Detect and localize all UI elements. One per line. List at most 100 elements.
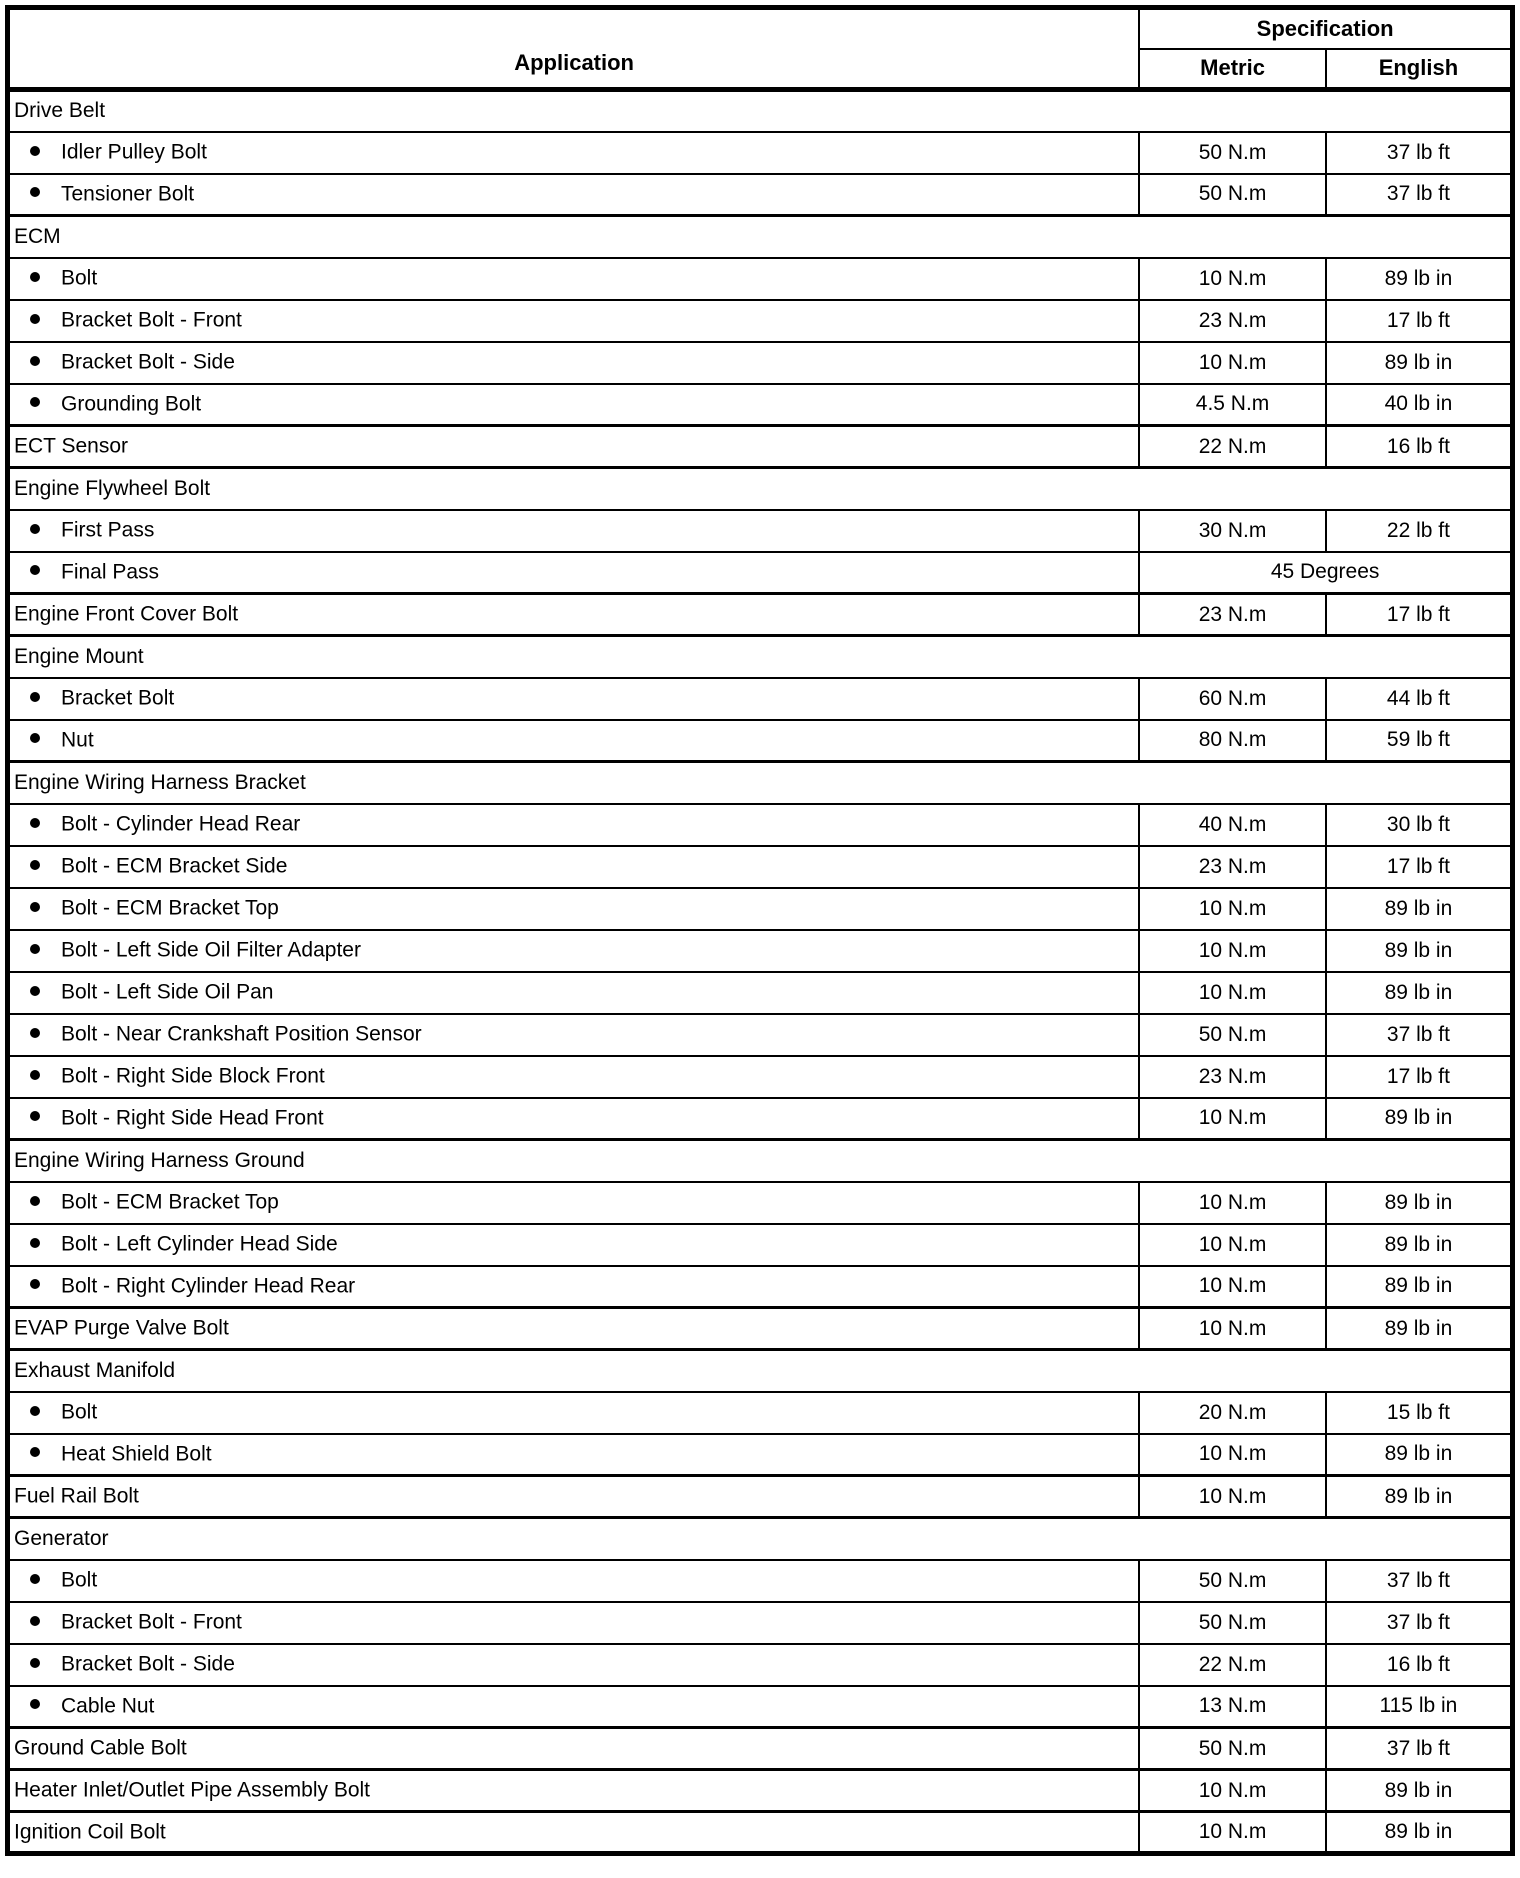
table-row: Bolt - Right Side Head Front 10 N.m 89 lb … [6,1096,1514,1141]
table-row: Bolt - Right Cylinder Head Rear 10 N.m 89 … [6,1264,1514,1309]
metric-value: 50 N.m [1138,1558,1327,1603]
application-label: Bolt - ECM Bracket Side [61,854,288,878]
application-label: ECT Sensor [14,434,128,458]
application-cell: Ground Cable Bolt [6,1726,1141,1771]
spec-table-body: Drive Belt Idler Pulley Bolt 50 N.m 37 lb f… [6,88,1514,1855]
bullet-icon [30,187,40,198]
application-label: Bolt [61,1568,98,1592]
english-value: 89 lb in [1324,1096,1514,1141]
bullet-icon [30,985,40,996]
table-row: Bolt - ECM Bracket Top 10 N.m 89 lb in [6,1180,1514,1225]
application-cell: Final Pass [6,550,1141,595]
english-value: 37 lb ft [1324,172,1514,217]
english-value: 30 lb ft [1324,802,1514,847]
metric-value: 23 N.m [1138,844,1327,889]
english-value: 115 lb in [1324,1684,1514,1729]
application-label: Bolt - Right Cylinder Head Rear [61,1274,356,1298]
english-value: 89 lb in [1324,886,1514,931]
application-label: Bracket Bolt - Front [61,1610,242,1634]
application-label: Bolt - Right Side Head Front [61,1106,324,1130]
english-value: 15 lb ft [1324,1390,1514,1435]
application-cell: Nut [6,718,1141,763]
metric-value: 10 N.m [1138,1810,1327,1855]
table-row: Bracket Bolt - Side 10 N.m 89 lb in [6,340,1514,385]
metric-value: 10 N.m [1138,970,1327,1015]
application-label: Cable Nut [61,1694,155,1718]
section-row: Engine Mount [6,634,1514,679]
table-row: Bolt - Cylinder Head Rear 40 N.m 30 lb ft [6,802,1514,847]
table-row: Bolt - ECM Bracket Top 10 N.m 89 lb in [6,886,1514,931]
application-label: Idler Pulley Bolt [61,140,207,164]
table-row: Bolt - ECM Bracket Side 23 N.m 17 lb ft [6,844,1514,889]
bullet-icon [30,313,40,324]
english-value: 89 lb in [1324,1810,1514,1855]
metric-value: 10 N.m [1138,1264,1327,1309]
bullet-icon [30,1447,40,1458]
table-row: Bolt 50 N.m 37 lb ft [6,1558,1514,1603]
table-row: Bolt - Left Side Oil Filter Adapter 10 N.… [6,928,1514,973]
bullet-icon [30,817,40,828]
metric-value: 30 N.m [1138,508,1327,553]
application-cell: ECT Sensor [6,424,1141,469]
english-column-header: English [1324,47,1514,92]
section-label: Drive Belt [6,88,1514,133]
application-cell: Bracket Bolt [6,676,1141,721]
metric-value: 10 N.m [1138,1306,1327,1351]
metric-value: 10 N.m [1138,886,1327,931]
table-row: Final Pass 45 Degrees [6,550,1514,595]
application-cell: Ignition Coil Bolt [6,1810,1141,1855]
table-row: Heat Shield Bolt 10 N.m 89 lb in [6,1432,1514,1477]
table-row: Bracket Bolt - Front 50 N.m 37 lb ft [6,1600,1514,1645]
english-value: 89 lb in [1324,1222,1514,1267]
application-label: Bolt - Left Side Oil Filter Adapter [61,938,361,962]
metric-value: 23 N.m [1138,298,1327,343]
section-label: Engine Wiring Harness Ground [6,1138,1514,1183]
metric-value: 20 N.m [1138,1390,1327,1435]
metric-value: 22 N.m [1138,1642,1327,1687]
section-row: Engine Wiring Harness Bracket [6,760,1514,805]
application-cell: Bolt - Right Side Block Front [6,1054,1141,1099]
metric-value: 50 N.m [1138,1600,1327,1645]
table-row: Bolt 20 N.m 15 lb ft [6,1390,1514,1435]
metric-column-header: Metric [1138,47,1327,92]
metric-value: 10 N.m [1138,928,1327,973]
application-label: Bolt - Cylinder Head Rear [61,812,301,836]
section-row: Engine Flywheel Bolt [6,466,1514,511]
english-value: 17 lb ft [1324,844,1514,889]
english-value: 89 lb in [1324,340,1514,385]
application-cell: Bolt - ECM Bracket Side [6,844,1141,889]
bullet-icon [30,397,40,408]
application-cell: Fuel Rail Bolt [6,1474,1141,1519]
application-cell: Bolt - ECM Bracket Top [6,886,1141,931]
table-row: Bracket Bolt - Front 23 N.m 17 lb ft [6,298,1514,343]
section-row: Generator [6,1516,1514,1561]
table-row: Nut 80 N.m 59 lb ft [6,718,1514,763]
bullet-icon [30,1615,40,1626]
table-row: ECT Sensor 22 N.m 16 lb ft [6,424,1514,469]
application-cell: Bolt - Right Cylinder Head Rear [6,1264,1141,1309]
metric-value: 10 N.m [1138,1096,1327,1141]
english-value: 17 lb ft [1324,1054,1514,1099]
metric-value: 80 N.m [1138,718,1327,763]
english-value: 89 lb in [1324,1264,1514,1309]
application-label: Bracket Bolt [61,686,175,710]
section-label: Engine Flywheel Bolt [6,466,1514,511]
application-cell: Heater Inlet/Outlet Pipe Assembly Bolt [6,1768,1141,1813]
application-cell: First Pass [6,508,1141,553]
bullet-icon [30,1657,40,1668]
application-label: Final Pass [61,560,160,584]
table-row: Bolt - Left Cylinder Head Side 10 N.m 89 l… [6,1222,1514,1267]
application-cell: Tensioner Bolt [6,172,1141,217]
bullet-icon [30,1237,40,1248]
table-row: Bolt - Near Crankshaft Position Sensor 50… [6,1012,1514,1057]
table-row: Bracket Bolt - Side 22 N.m 16 lb ft [6,1642,1514,1687]
combined-spec-value: 45 Degrees [1138,550,1514,595]
application-cell: Bolt [6,1390,1141,1435]
application-cell: Engine Front Cover Bolt [6,592,1141,637]
section-row: Engine Wiring Harness Ground [6,1138,1514,1183]
section-row: Exhaust Manifold [6,1348,1514,1393]
english-value: 22 lb ft [1324,508,1514,553]
application-label: Bracket Bolt - Front [61,308,242,332]
english-value: 89 lb in [1324,1474,1514,1519]
bullet-icon [30,733,40,744]
